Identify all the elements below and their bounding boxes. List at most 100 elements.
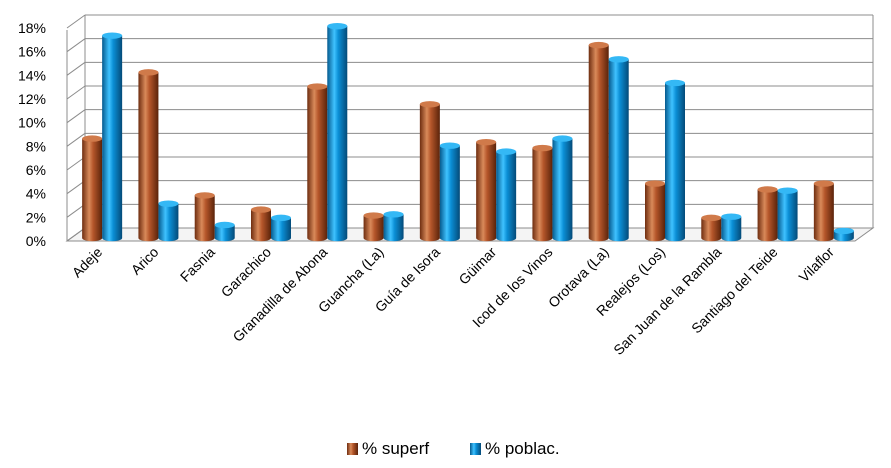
bar-cap (194, 192, 215, 199)
bar-cap (532, 144, 553, 152)
bar (665, 79, 685, 242)
bar-body (194, 195, 215, 242)
bar-cap (82, 135, 103, 142)
bar-body (439, 145, 460, 242)
y-tick-label: 0% (26, 233, 46, 249)
y-tick-label: 12% (18, 91, 46, 107)
gridline-side (66, 203, 86, 218)
bar-body (251, 209, 271, 242)
bar (532, 144, 553, 242)
y-tick-label: 10% (18, 115, 46, 131)
bar (645, 180, 665, 242)
bar-cap (271, 214, 291, 222)
bar-cap (307, 83, 328, 90)
y-tick-label: 6% (26, 162, 46, 178)
bar-cap (419, 101, 440, 108)
bar-body (419, 104, 440, 242)
gridline-side (66, 156, 86, 171)
gridline-side (66, 227, 86, 242)
bar-body (721, 216, 742, 242)
bar (552, 135, 573, 242)
bar (82, 135, 103, 242)
bar (777, 187, 798, 242)
bar (476, 138, 497, 242)
bar-body (532, 148, 553, 242)
bar-cap (813, 180, 834, 187)
legend-label: % superf (362, 439, 429, 458)
bar-layer (82, 22, 854, 242)
bar-body (82, 138, 103, 242)
gridline-side (66, 61, 86, 76)
bar-cap (833, 227, 854, 235)
bar-cap (138, 69, 159, 76)
bar (757, 186, 778, 242)
y-tick-label: 4% (26, 186, 46, 202)
bar-cap (645, 180, 665, 187)
bar (833, 227, 854, 242)
gridline-side (66, 180, 86, 195)
x-tick-label: San Juan de la Rambla (610, 244, 724, 358)
x-tick-label: Arico (128, 244, 162, 278)
bar (721, 213, 742, 242)
bar (588, 41, 609, 242)
bar (194, 192, 215, 242)
bar-body (701, 217, 722, 242)
bar-body (158, 203, 179, 242)
axis-layer (66, 30, 855, 242)
x-tick-label: Garachico (218, 244, 275, 301)
bar-body (383, 214, 404, 242)
y-tick-label: 16% (18, 44, 46, 60)
legend-swatch (347, 443, 358, 455)
bar-body (271, 217, 291, 242)
bar (214, 221, 235, 242)
bar-body (588, 45, 609, 242)
bar-body (214, 224, 235, 242)
y-tick-label: 8% (26, 138, 46, 154)
bar-body (327, 26, 348, 242)
bar-body (102, 35, 123, 242)
bar-cap (327, 22, 348, 30)
x-tick-label: Granadilla de Abona (229, 244, 330, 345)
bar-cap (363, 212, 384, 219)
x-tick-label: Güimar (455, 244, 499, 288)
bar-cap (476, 138, 497, 146)
bar-body (813, 183, 834, 242)
bar-body (496, 151, 517, 242)
x-tick-label: Vilaflor (796, 244, 838, 286)
bar (608, 56, 629, 242)
bar-body (476, 142, 497, 242)
bar-cap (439, 142, 460, 149)
legend-item: % superf (347, 439, 429, 458)
bar-cap (777, 187, 798, 194)
bar (813, 180, 834, 242)
bar-cap (251, 206, 271, 213)
bar (102, 32, 123, 242)
bar-body (757, 189, 778, 242)
bar-cap (721, 213, 742, 220)
bar (419, 101, 440, 242)
y-tick-label: 2% (26, 209, 46, 225)
bar-body (665, 82, 685, 242)
x-tick-label: Adeje (69, 244, 106, 281)
bar-cap (588, 41, 609, 49)
bar-cap (665, 79, 685, 87)
bar-cap (383, 211, 404, 218)
gridline-side (66, 85, 86, 100)
y-tick-label: 18% (18, 20, 46, 36)
bar (327, 22, 348, 242)
bar (439, 142, 460, 242)
bar-cap (158, 200, 179, 207)
bar (307, 83, 328, 242)
gridline-side (66, 109, 86, 124)
gridline-side (66, 14, 86, 29)
bar-body (363, 215, 384, 242)
bar (496, 148, 517, 242)
bar (383, 211, 404, 242)
x-tick-label: Fasnia (177, 244, 218, 285)
legend-label: % poblac. (485, 439, 560, 458)
bar-body (138, 72, 159, 242)
bar-body (552, 138, 573, 242)
bar-cap (214, 221, 235, 229)
gridline-side (66, 132, 86, 147)
